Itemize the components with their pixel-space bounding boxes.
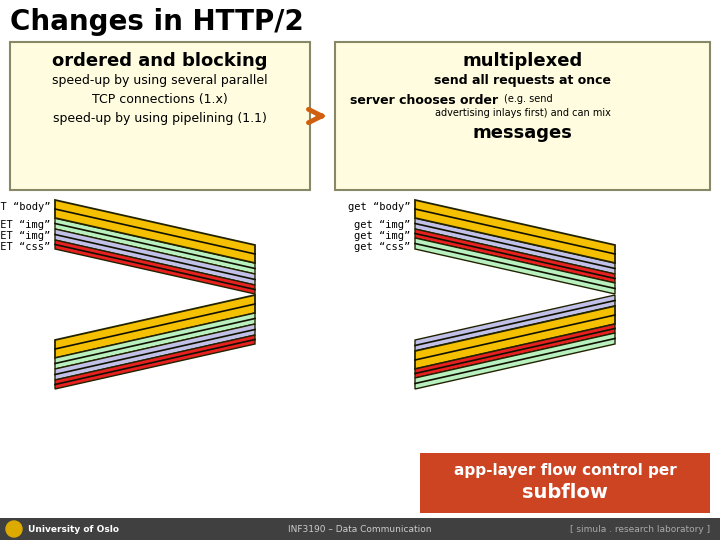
Text: speed-up by using pipelining (1.1): speed-up by using pipelining (1.1) bbox=[53, 112, 267, 125]
Polygon shape bbox=[55, 218, 255, 274]
Text: speed-up by using several parallel: speed-up by using several parallel bbox=[52, 74, 268, 87]
Text: GET “body”: GET “body” bbox=[0, 202, 50, 212]
Polygon shape bbox=[55, 240, 255, 294]
Polygon shape bbox=[415, 200, 615, 263]
Text: get “img”: get “img” bbox=[354, 220, 410, 230]
Text: TCP connections (1.x): TCP connections (1.x) bbox=[92, 93, 228, 106]
Text: advertising inlays first) and can mix: advertising inlays first) and can mix bbox=[435, 108, 611, 118]
Text: app-layer flow control per: app-layer flow control per bbox=[454, 463, 676, 478]
Text: GET “img”: GET “img” bbox=[0, 231, 50, 241]
Polygon shape bbox=[415, 306, 615, 369]
Polygon shape bbox=[55, 324, 255, 380]
Polygon shape bbox=[415, 333, 615, 389]
Text: subflow: subflow bbox=[522, 483, 608, 502]
Circle shape bbox=[6, 521, 22, 537]
FancyBboxPatch shape bbox=[10, 42, 310, 190]
Text: server chooses order: server chooses order bbox=[350, 94, 503, 107]
Polygon shape bbox=[415, 324, 615, 378]
Text: [ simula . research laboratory ]: [ simula . research laboratory ] bbox=[570, 524, 710, 534]
Polygon shape bbox=[55, 295, 255, 358]
Text: ordered and blocking: ordered and blocking bbox=[53, 52, 268, 70]
Text: University of Oslo: University of Oslo bbox=[28, 524, 119, 534]
Polygon shape bbox=[415, 218, 615, 274]
Text: GET “img”: GET “img” bbox=[0, 220, 50, 230]
Polygon shape bbox=[55, 229, 255, 285]
Polygon shape bbox=[55, 200, 255, 263]
Text: multiplexed: multiplexed bbox=[462, 52, 582, 70]
Text: Changes in HTTP/2: Changes in HTTP/2 bbox=[10, 8, 304, 36]
Text: (e.g. send: (e.g. send bbox=[505, 94, 553, 104]
Text: INF3190 – Data Communication: INF3190 – Data Communication bbox=[288, 524, 432, 534]
Text: get “img”: get “img” bbox=[354, 231, 410, 241]
Polygon shape bbox=[55, 313, 255, 369]
FancyBboxPatch shape bbox=[0, 518, 720, 540]
Text: messages: messages bbox=[472, 124, 572, 142]
Text: get “css”: get “css” bbox=[354, 242, 410, 252]
FancyBboxPatch shape bbox=[335, 42, 710, 190]
FancyBboxPatch shape bbox=[420, 453, 710, 513]
Text: GET “css”: GET “css” bbox=[0, 242, 50, 252]
Polygon shape bbox=[55, 335, 255, 389]
Polygon shape bbox=[415, 238, 615, 294]
Text: get “body”: get “body” bbox=[348, 202, 410, 212]
Polygon shape bbox=[415, 229, 615, 283]
Text: send all requests at once: send all requests at once bbox=[434, 74, 611, 87]
Polygon shape bbox=[415, 295, 615, 351]
